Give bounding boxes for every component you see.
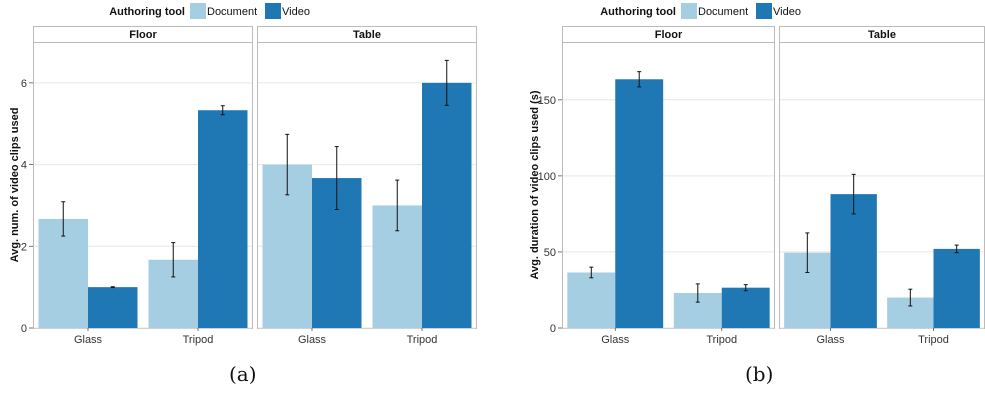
facet-label: Table bbox=[353, 29, 381, 41]
bar-video-glass bbox=[615, 79, 664, 329]
facet-label: Floor bbox=[655, 29, 683, 41]
x-tick-label: Glass bbox=[298, 334, 327, 346]
x-tick-label: Tripod bbox=[183, 334, 214, 346]
bar-video-tripod bbox=[422, 82, 472, 328]
x-tick-label: Tripod bbox=[918, 334, 949, 346]
y-tick-label: 0 bbox=[550, 323, 556, 335]
y-tick-label: 0 bbox=[21, 323, 27, 335]
legend-title: Authoring tool bbox=[600, 6, 676, 18]
legend-label-video: Video bbox=[773, 6, 801, 18]
facet-floor: Floor Glass Tripod bbox=[33, 26, 253, 346]
bar-video-tripod bbox=[198, 110, 248, 328]
caption-b: (b) bbox=[745, 362, 774, 386]
y-tick-label: 6 bbox=[21, 78, 27, 90]
x-tick-label: Glass bbox=[601, 334, 630, 346]
chart-a: Authoring tool Document Video Avg. num. of … bbox=[9, 3, 477, 346]
facet-label: Floor bbox=[129, 29, 157, 41]
y-axis-label: Avg. duration of video clips used (s) bbox=[529, 90, 541, 279]
legend-swatch-video bbox=[756, 3, 772, 19]
x-tick-label: Glass bbox=[816, 334, 845, 346]
y-tick-label: 4 bbox=[21, 160, 27, 172]
legend-label-video: Video bbox=[282, 6, 310, 18]
chart-b: Authoring tool Document Video Avg. duration… bbox=[529, 3, 985, 346]
bar-video-tripod bbox=[721, 287, 770, 328]
legend-label-document: Document bbox=[207, 6, 257, 18]
y-axis-label: Avg. num. of video clips used bbox=[9, 108, 21, 263]
legend: Authoring tool Document Video bbox=[600, 3, 801, 19]
y-tick-label: 100 bbox=[538, 171, 556, 183]
bar-video-glass bbox=[88, 287, 138, 328]
legend-swatch-document bbox=[681, 3, 697, 19]
caption-a: (a) bbox=[229, 362, 257, 386]
y-tick-label: 50 bbox=[544, 247, 556, 259]
legend-swatch-video bbox=[265, 3, 281, 19]
legend-title: Authoring tool bbox=[109, 6, 185, 18]
x-tick-label: Tripod bbox=[706, 334, 737, 346]
legend-swatch-document bbox=[190, 3, 206, 19]
facet-floor: Floor Glass Tripod bbox=[562, 26, 775, 346]
legend-label-document: Document bbox=[698, 6, 748, 18]
bar-video-glass bbox=[830, 194, 877, 328]
bar-document-glass bbox=[38, 218, 88, 328]
bar-document-glass bbox=[567, 272, 616, 328]
legend: Authoring tool Document Video bbox=[109, 3, 310, 19]
x-tick-label: Tripod bbox=[407, 334, 438, 346]
y-tick-label: 2 bbox=[21, 241, 27, 253]
facet-label: Table bbox=[868, 29, 896, 41]
facet-table: Table Glass Tripod bbox=[257, 26, 477, 346]
bar-video-tripod bbox=[933, 248, 980, 328]
y-tick-label: 150 bbox=[538, 95, 556, 107]
facet-table: Table Glass Tripod bbox=[779, 26, 985, 346]
x-tick-label: Glass bbox=[74, 334, 103, 346]
